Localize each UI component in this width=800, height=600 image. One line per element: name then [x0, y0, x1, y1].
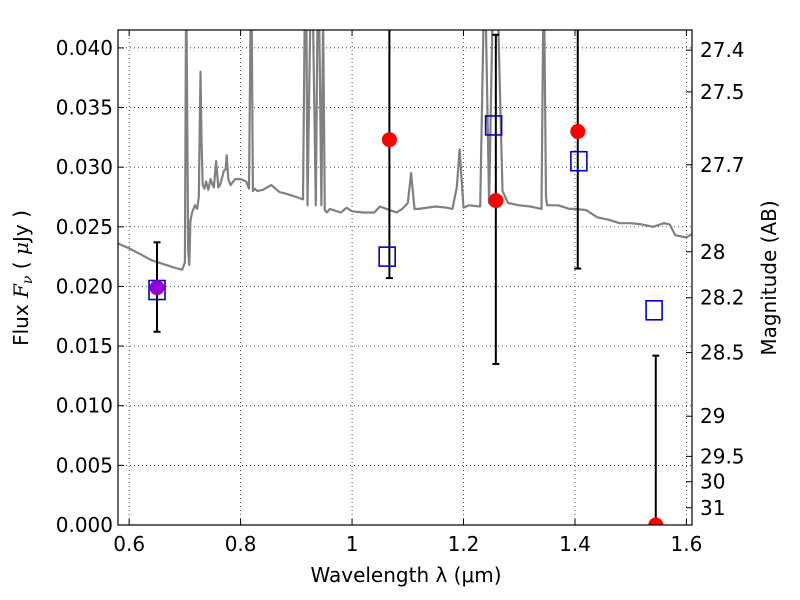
- y-tick-label: 0.035: [56, 96, 113, 120]
- axes-frame: [117, 29, 693, 526]
- observed-point: [488, 193, 504, 209]
- y-tick-label: 0.030: [56, 155, 113, 179]
- observed-point: [648, 517, 664, 525]
- x-tick-label: 1.6: [671, 532, 703, 556]
- model-point: [570, 150, 588, 172]
- y-axis-title: Flux Fν ( μJy ): [9, 210, 36, 346]
- mag-tick-label: 27.4: [700, 38, 745, 62]
- y-tick-label: 0.005: [56, 453, 113, 477]
- observed-point: [570, 123, 586, 139]
- mag-tick-label: 29.5: [700, 444, 745, 468]
- mag-tick-label: 28.5: [700, 341, 745, 365]
- y-tick-label: 0.000: [56, 513, 113, 537]
- grid: [118, 30, 692, 526]
- model-point: [484, 115, 503, 136]
- x-tick-label: 1.2: [448, 532, 480, 556]
- model-point: [645, 300, 663, 321]
- mag-tick-label: 28: [700, 240, 725, 264]
- x-axis-title: Wavelength λ (μm): [310, 563, 501, 587]
- x-tick-label: 0.6: [113, 532, 145, 556]
- mag-tick-label: 27.5: [700, 80, 745, 104]
- x-tick-label: 0.8: [225, 532, 257, 556]
- mag-tick-label: 28.2: [700, 286, 745, 310]
- model-point: [378, 246, 396, 267]
- y-tick-label: 0.015: [56, 334, 113, 358]
- y-tick-label: 0.040: [56, 36, 113, 60]
- x-tick-label: 1: [346, 532, 359, 556]
- mag-tick-label: 31: [700, 496, 725, 520]
- axis-ticks: 0.6 0.8 1 1.2 1.4 1.6 0.000 0.005 0.010 0.015 0.02…: [56, 30, 745, 556]
- plot-area: [118, 30, 692, 525]
- observed-point: [149, 280, 165, 296]
- mag-tick-label: 27.7: [700, 153, 745, 177]
- observed-point: [381, 132, 397, 148]
- y-tick-label: 0.020: [56, 274, 113, 298]
- x-tick-label: 1.4: [559, 532, 591, 556]
- right-axis-title: Magnitude (AB): [757, 200, 781, 355]
- spectrum-line: [118, 30, 692, 271]
- y-tick-label: 0.010: [56, 394, 113, 418]
- mag-tick-label: 29: [700, 404, 725, 428]
- y-tick-label: 0.025: [56, 215, 113, 239]
- mag-tick-label: 30: [700, 470, 725, 494]
